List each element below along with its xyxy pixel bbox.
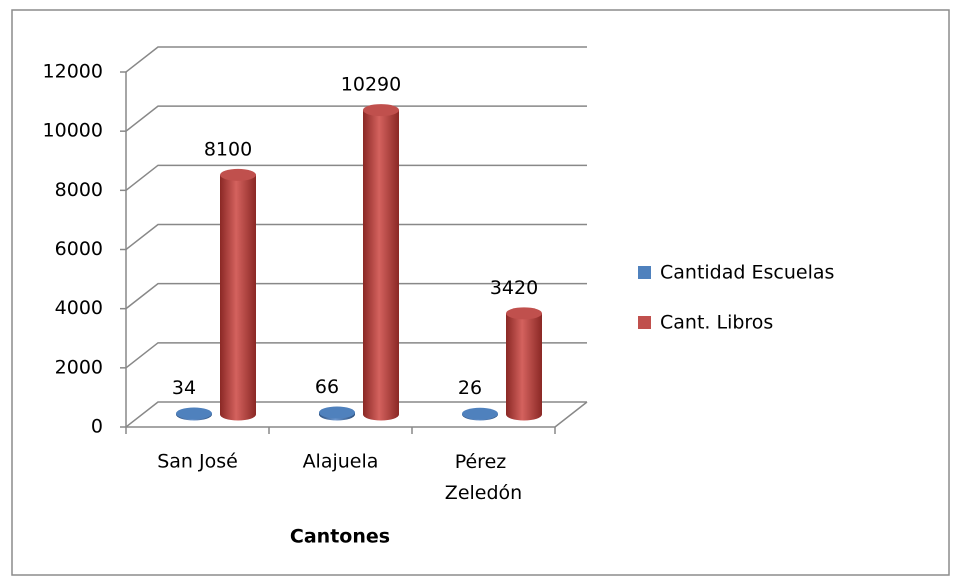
bar-top [363,104,399,117]
label-line: Pérez [455,451,513,473]
x-tick-label: Alajuela [303,451,379,473]
bar [176,407,212,421]
grid-line [125,282,587,310]
grid-line [125,223,587,251]
data-label: 66 [315,376,339,398]
data-label: 3420 [490,277,538,299]
legend-label: Cantidad Escuelas [660,262,834,284]
bar [363,104,399,421]
y-tick-label: 0 [91,416,103,438]
x-tick-label: San José [157,451,238,473]
y-tick-label: 2000 [55,356,103,378]
data-label: 34 [172,377,196,399]
bar-top [462,407,498,420]
legend-swatch [638,316,651,329]
bar-top [176,407,212,420]
x-tick-label: Pérez Zeledón [445,451,522,504]
grid-line [125,401,587,428]
bar-body [363,110,399,421]
bar-body [220,174,256,421]
label-line: Zeledón [445,482,522,504]
y-tick-label: 4000 [55,297,103,319]
x-axis-title: Cantones [290,526,390,548]
grid-line [125,105,587,132]
chart-border [11,9,950,576]
bar-top [319,406,355,419]
legend-label: Cant. Libros [660,312,773,334]
grid-line [125,164,587,191]
data-label: 26 [458,377,482,399]
bar [319,406,355,421]
bar [462,407,498,421]
y-tick-label: 6000 [55,238,103,260]
y-tick-label: 10000 [43,120,103,142]
grid-line [125,46,587,73]
bar-top [506,307,542,320]
bar-top [220,168,256,181]
y-tick-label: 8000 [55,179,103,201]
bar-body [506,313,542,421]
bar [506,307,542,421]
bar [220,168,256,421]
y-tick-label: 12000 [43,61,103,83]
legend-swatch [638,266,651,279]
grid-line [125,342,587,369]
data-label: 8100 [204,138,252,160]
data-label: 10290 [341,74,401,96]
